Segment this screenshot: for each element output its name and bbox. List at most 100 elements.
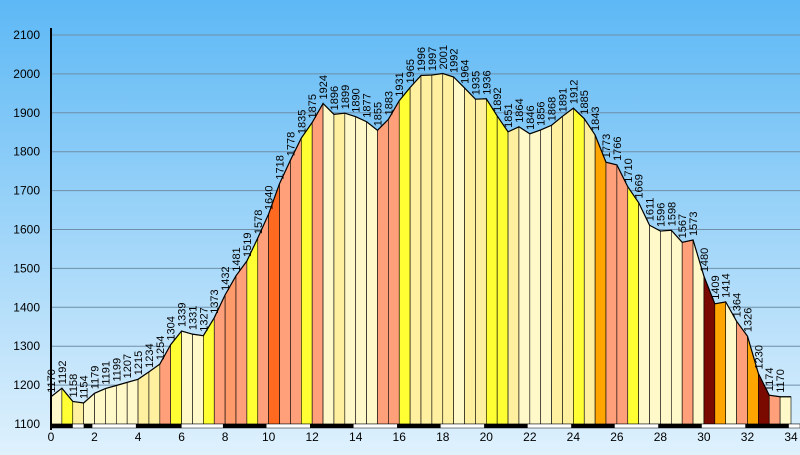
x-tick-label: 22 [523,430,537,444]
area-segment [627,185,639,425]
data-label: 1883 [383,91,395,115]
area-segment [279,160,291,425]
area-segment [475,98,487,425]
y-tick-label: 1400 [13,300,40,314]
area-segment [583,117,596,425]
x-scale-bar-stripe [484,424,528,428]
data-label: 1773 [601,134,613,158]
data-label: 1179 [90,366,102,390]
data-label: 2001 [438,45,450,69]
data-label: 1936 [481,70,493,94]
area-segment [246,237,259,425]
data-label: 1174 [764,368,776,392]
area-segment [768,394,781,425]
data-label: 1154 [79,375,91,399]
data-label: 1718 [275,155,287,179]
area-segment [366,121,378,425]
elevation-line [50,72,791,404]
data-label: 1890 [351,88,363,112]
area-segment [333,112,346,425]
area-segment [518,126,531,425]
data-label: 1868 [547,97,559,121]
data-label: 1931 [394,72,406,96]
area-segment [420,74,433,425]
data-label: 1215 [133,351,145,375]
data-label: 1207 [122,354,134,378]
data-label: 1964 [460,59,472,83]
area-segment [115,381,128,425]
x-tick-label: 4 [135,430,142,444]
area-segment [725,300,737,425]
x-tick-label: 10 [262,430,276,444]
data-label: 1339 [177,303,189,327]
area-segment [224,274,237,425]
data-label: 1896 [329,86,341,110]
y-tick-label: 2100 [13,28,40,42]
area-segment [94,388,106,425]
x-tick-label: 0 [48,430,55,444]
data-label: 1191 [100,361,112,385]
area-segment [453,76,465,425]
area-segment [170,330,182,425]
data-label: 1326 [742,308,754,332]
area-segment [779,396,792,425]
y-tick-label: 1800 [13,145,40,159]
data-label: 1192 [57,361,69,385]
area-segment [181,330,193,425]
data-label: 1997 [427,47,439,71]
data-label: 1327 [198,307,210,331]
data-label: 1304 [166,316,178,340]
data-label: 1710 [623,158,635,182]
data-label: 1331 [187,306,199,330]
data-label: 1170 [46,369,58,393]
area-segment [72,401,84,425]
x-scale-bar-stripe [745,424,789,428]
data-label: 1199 [111,358,123,382]
data-label: 1891 [557,88,569,112]
area-segment [377,118,389,425]
data-label: 1230 [753,345,765,369]
data-label: 1640 [264,185,276,209]
data-label: 1778 [285,132,297,156]
area-segment [507,126,520,425]
data-label: 1373 [209,289,221,313]
area-segment [616,164,629,425]
area-segment [638,202,650,425]
x-scale-bar-stripe [397,424,441,428]
area-segment [268,183,280,425]
area-segment [398,86,411,425]
area-segment [660,229,672,425]
data-label: 1573 [688,212,700,236]
area-segment [496,114,509,425]
area-segment [594,134,607,425]
data-label: 1578 [253,210,265,234]
x-tick-label: 24 [567,430,581,444]
area-segment [485,97,498,425]
x-scale-bar-stripe [222,424,267,428]
area-segment [562,107,574,425]
data-label: 1364 [732,293,744,317]
x-scale-bar-stripe [658,424,702,428]
area-segment [235,260,248,425]
x-scale-bar-stripe [51,424,73,428]
data-label: 1843 [590,106,602,130]
x-tick-label: 2 [91,430,98,444]
data-label: 1899 [340,85,352,109]
area-segment [464,87,476,425]
data-label: 1234 [144,343,156,367]
axes [50,28,800,430]
x-tick-label: 30 [697,430,711,444]
x-tick-label: 8 [222,430,229,444]
data-label: 1519 [242,233,254,257]
data-label: 1935 [470,71,482,95]
area-segment [442,73,454,425]
x-tick-label: 26 [610,430,624,444]
x-tick-label: 6 [178,430,185,444]
data-label: 1912 [568,80,580,104]
area-segment [311,102,324,425]
area-segment [431,73,444,425]
y-tick-label: 1100 [14,417,40,431]
x-tick-label: 28 [654,430,668,444]
data-label: 1409 [710,275,722,299]
